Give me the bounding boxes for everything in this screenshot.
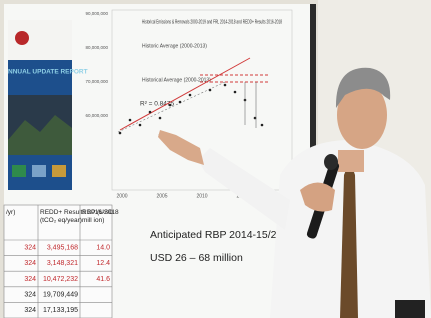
anticipated-line: Anticipated RBP 2014-15/2016 [150, 229, 294, 241]
sidebar-icon [52, 165, 66, 177]
table-cell: 3,495,168 [47, 245, 78, 252]
anticipated-line: USD 26 – 68 million [150, 252, 243, 264]
sidebar-title: NNUAL UPDATE REPORT [8, 69, 88, 76]
table-cell: 324 [24, 291, 36, 298]
y-axis-label: 70,000,000 [85, 79, 108, 84]
table-cell: 324 [24, 245, 36, 252]
legend-entry: Historic Average (2000-2013) [142, 43, 207, 49]
y-axis-label: 60,000,000 [85, 113, 108, 118]
scene: NNUAL UPDATE REPORT Historical Emissions… [0, 0, 431, 318]
x-axis-label: 2000 [116, 193, 127, 199]
table-cell: 19,709,449 [43, 291, 78, 298]
sidebar-icon [32, 165, 46, 177]
table-cell: 10,472,232 [43, 276, 78, 283]
table-cell: 14.0 [96, 245, 110, 252]
table-cell: 324 [24, 260, 36, 267]
table-header: /yr) [6, 209, 15, 216]
chart-title: Historical Emissions & Removals 2000-201… [142, 19, 282, 25]
table-cell: 3,148,321 [47, 260, 78, 267]
mic-head [324, 154, 338, 170]
table-cell: 324 [24, 307, 36, 314]
table-cell: 17,133,195 [43, 307, 78, 314]
x-axis-label: 2005 [156, 193, 167, 199]
y-axis-label: 80,000,000 [85, 45, 108, 50]
table-cell: 324 [24, 276, 36, 283]
watch-area [395, 300, 425, 318]
table-cell: 12.4 [96, 260, 110, 267]
y-axis-label: 90,000,000 [85, 11, 108, 16]
sidebar-icon [12, 165, 26, 177]
neck [338, 150, 364, 172]
x-axis-label: 2010 [196, 193, 207, 199]
table: /yr)REDD+ Results 2016-2018(tCO₂ eq/year… [4, 205, 119, 318]
logo [15, 31, 29, 45]
table-cell: 41.6 [96, 276, 110, 283]
